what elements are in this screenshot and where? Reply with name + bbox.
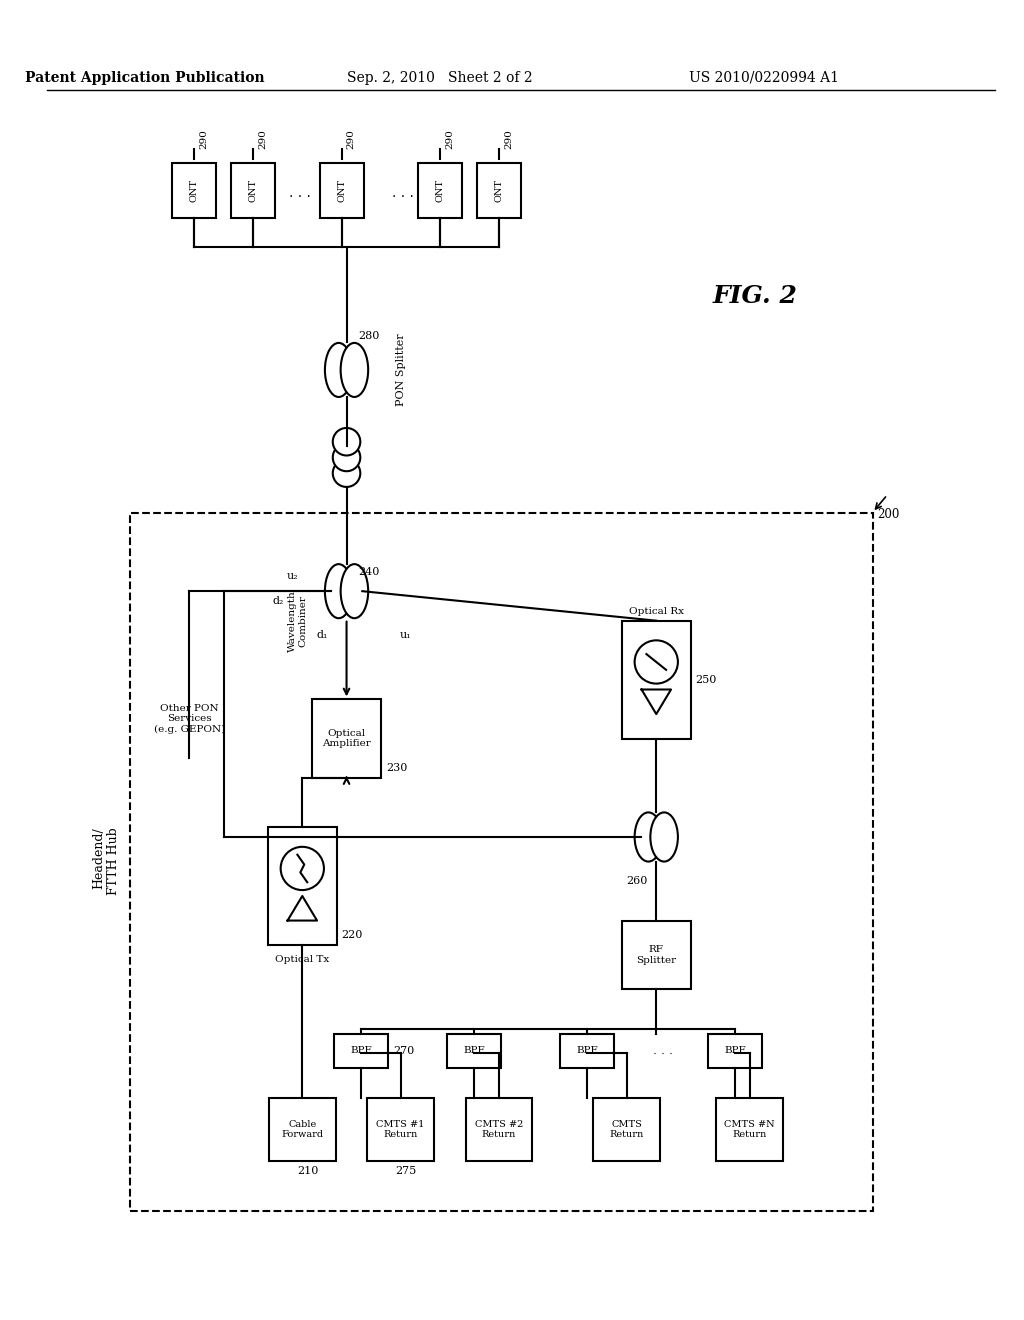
Text: Other PON
Services
(e.g. GEPON): Other PON Services (e.g. GEPON) (154, 704, 225, 734)
Text: 230: 230 (386, 763, 408, 774)
Text: BPF: BPF (724, 1047, 745, 1056)
Bar (622, 620, 690, 739)
Text: ONT: ONT (495, 180, 504, 202)
Text: d₂: d₂ (272, 597, 284, 606)
Text: ONT: ONT (435, 180, 444, 202)
Text: 210: 210 (297, 1167, 318, 1176)
Text: Sep. 2, 2010   Sheet 2 of 2: Sep. 2, 2010 Sheet 2 of 2 (347, 71, 532, 84)
Bar (334, 1034, 388, 1068)
Bar (418, 164, 462, 218)
Circle shape (333, 444, 360, 471)
Text: u₂: u₂ (287, 572, 298, 581)
Text: BPF: BPF (350, 1047, 372, 1056)
Text: CMTS #1
Return: CMTS #1 Return (377, 1119, 425, 1139)
Text: 250: 250 (695, 675, 717, 685)
Text: BPF: BPF (464, 1047, 485, 1056)
Circle shape (281, 847, 324, 890)
Bar (172, 164, 216, 218)
Text: CMTS #N
Return: CMTS #N Return (724, 1119, 775, 1139)
Text: Cable
Forward: Cable Forward (282, 1119, 324, 1139)
Text: US 2010/0220994 A1: US 2010/0220994 A1 (689, 71, 840, 84)
Bar (622, 920, 690, 990)
Text: 200: 200 (878, 508, 900, 520)
Text: PON Splitter: PON Splitter (395, 334, 406, 407)
Ellipse shape (325, 564, 352, 618)
Bar (368, 1097, 434, 1162)
Ellipse shape (650, 812, 678, 862)
Text: 290: 290 (258, 129, 267, 149)
Bar (593, 1097, 660, 1162)
Bar (130, 512, 872, 1210)
Bar (477, 164, 521, 218)
Text: Patent Application Publication: Patent Application Publication (26, 71, 265, 84)
Text: . . .: . . . (290, 186, 311, 199)
Text: 220: 220 (342, 931, 362, 940)
Text: Optical Rx: Optical Rx (629, 607, 684, 615)
Text: 290: 290 (444, 129, 454, 149)
Bar (466, 1097, 532, 1162)
Text: 240: 240 (358, 566, 380, 577)
Text: 290: 290 (504, 129, 513, 149)
Bar (312, 700, 381, 777)
Text: FIG. 2: FIG. 2 (712, 284, 797, 308)
Circle shape (333, 459, 360, 487)
Bar (231, 164, 275, 218)
Text: 275: 275 (395, 1167, 417, 1176)
Text: d₁: d₁ (316, 631, 328, 640)
Text: ONT: ONT (337, 180, 346, 202)
Circle shape (635, 640, 678, 684)
Text: u₁: u₁ (399, 631, 412, 640)
Text: CMTS
Return: CMTS Return (609, 1119, 644, 1139)
Bar (708, 1034, 762, 1068)
Text: Optical Tx: Optical Tx (275, 954, 330, 964)
Text: BPF: BPF (577, 1047, 598, 1056)
Text: 290: 290 (346, 129, 355, 149)
Bar (319, 164, 364, 218)
Text: 260: 260 (626, 876, 647, 886)
Ellipse shape (341, 343, 369, 397)
Text: . . .: . . . (391, 186, 414, 199)
Text: RF
Splitter: RF Splitter (636, 945, 676, 965)
Bar (716, 1097, 783, 1162)
Text: ONT: ONT (249, 180, 258, 202)
Text: Wavelength
Combiner: Wavelength Combiner (288, 590, 307, 652)
Ellipse shape (325, 343, 352, 397)
Text: Headend/
FTTH Hub: Headend/ FTTH Hub (92, 828, 121, 895)
Text: 270: 270 (393, 1045, 415, 1056)
Circle shape (333, 428, 360, 455)
Text: 280: 280 (358, 330, 380, 341)
Text: . . .: . . . (653, 1044, 673, 1057)
Text: 290: 290 (199, 129, 208, 149)
Bar (268, 828, 337, 945)
Bar (447, 1034, 502, 1068)
Text: ONT: ONT (189, 180, 199, 202)
Text: Optical
Amplifier: Optical Amplifier (323, 729, 371, 748)
Bar (560, 1034, 614, 1068)
Ellipse shape (341, 564, 369, 618)
Bar (269, 1097, 336, 1162)
Ellipse shape (635, 812, 663, 862)
Text: CMTS #2
Return: CMTS #2 Return (475, 1119, 523, 1139)
